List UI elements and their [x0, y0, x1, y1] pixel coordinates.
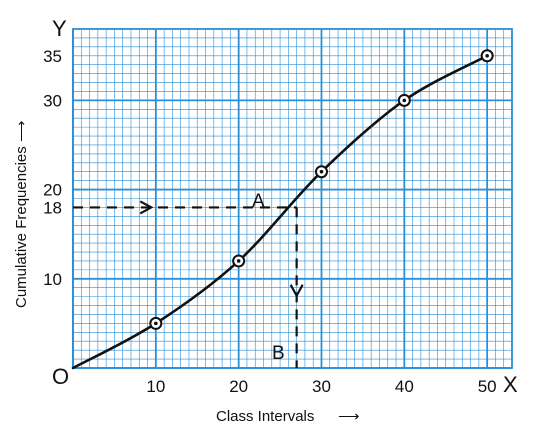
point-b-label: B: [272, 343, 285, 364]
vertical-arrowhead: [289, 284, 304, 299]
y-axis-label: Cumulative Frequencies: [13, 146, 30, 308]
x-axis-arrow: ⟶: [338, 408, 360, 425]
y-axis-letter: Y: [52, 16, 67, 41]
grid: [72, 28, 513, 369]
data-points: [149, 49, 494, 330]
y-tick-label: 30: [43, 91, 62, 110]
x-tick-label: 50: [478, 377, 497, 396]
median-guides: [73, 200, 304, 368]
data-point-center: [319, 169, 324, 174]
point-a-label: A: [252, 191, 265, 212]
data-point-center: [154, 321, 158, 326]
y-tick-label: 18: [43, 198, 62, 217]
data-point-center: [485, 53, 489, 58]
x-axis-label: Class Intervals: [216, 408, 314, 425]
origin-label: O: [52, 364, 69, 389]
x-tick-label: 40: [395, 377, 414, 396]
data-point-center: [402, 98, 407, 103]
y-axis-arrow: ⟶: [13, 120, 30, 142]
y-tick-label: 10: [43, 270, 62, 289]
x-tick-label: 10: [146, 377, 165, 396]
y-axis-title: Cumulative Frequencies ⟶: [13, 120, 30, 308]
x-tick-label: 20: [229, 377, 248, 396]
y-tick-label: 20: [43, 181, 62, 200]
x-axis-title: Class Intervals ⟶: [216, 408, 360, 425]
x-tick-label: 30: [312, 377, 331, 396]
plot-frame: [72, 28, 513, 369]
y-tick-label: 35: [43, 47, 62, 66]
data-point-center: [236, 259, 241, 263]
horizontal-arrowhead: [139, 200, 154, 215]
x-axis-letter: X: [503, 372, 518, 397]
